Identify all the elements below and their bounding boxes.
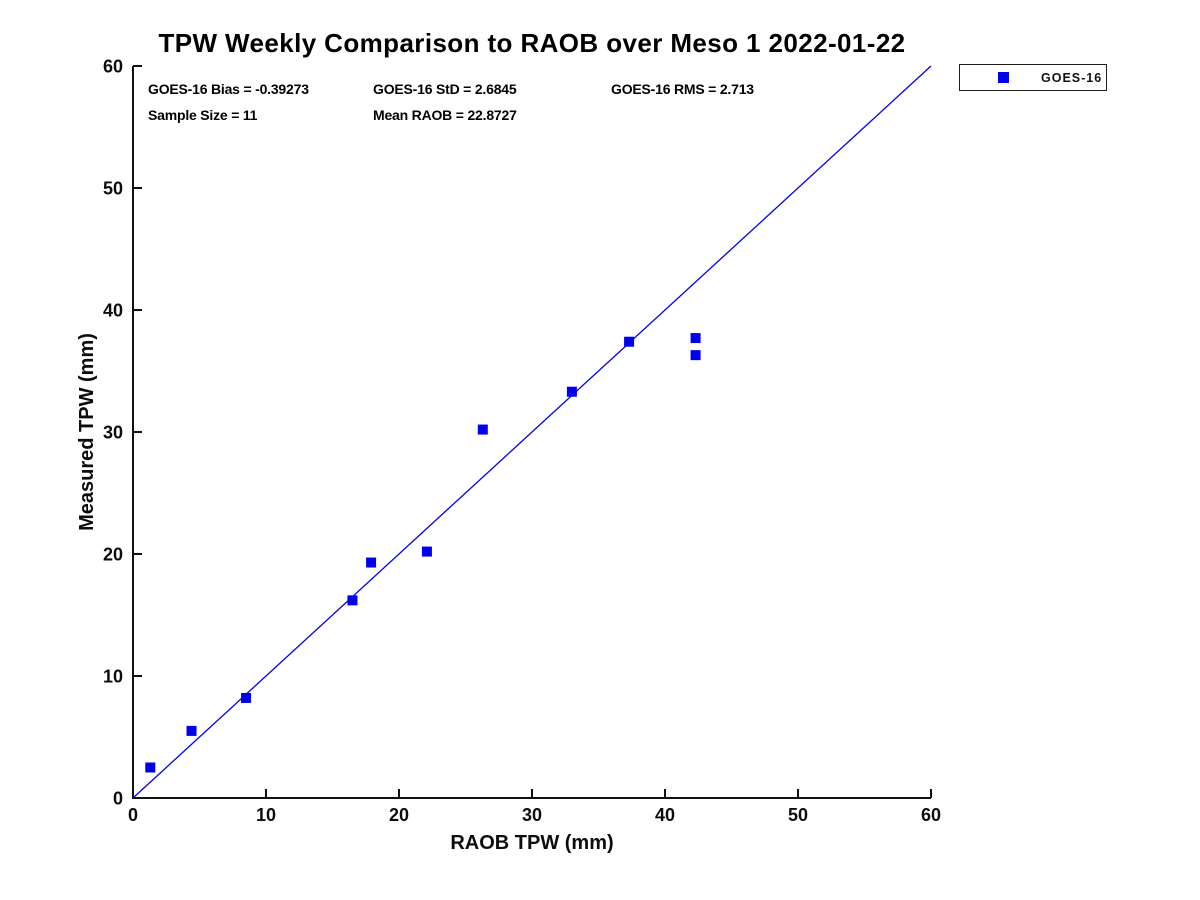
data-point (186, 725, 197, 736)
reference-line (132, 65, 932, 799)
y-tick-label: 0 (113, 789, 123, 809)
x-tick-label: 20 (389, 805, 409, 825)
data-point (624, 336, 635, 347)
data-point (145, 762, 156, 773)
x-tick-label: 50 (788, 805, 808, 825)
legend: GOES-16 (959, 64, 1107, 91)
x-tick-label: 40 (655, 805, 675, 825)
y-tick-label: 10 (103, 667, 123, 687)
stat-sample-size: Sample Size = 11 (148, 107, 258, 123)
y-tick-label: 20 (103, 545, 123, 565)
y-tick-label: 50 (103, 179, 123, 199)
stat-rms: GOES-16 RMS = 2.713 (611, 81, 754, 97)
data-point (690, 333, 701, 344)
x-axis-label: RAOB TPW (mm) (450, 832, 613, 854)
stat-mean-raob: Mean RAOB = 22.8727 (373, 107, 517, 123)
data-point (566, 386, 577, 397)
data-point (347, 595, 358, 606)
x-tick-label: 10 (256, 805, 276, 825)
y-tick-label: 30 (103, 423, 123, 443)
stat-bias: GOES-16 Bias = -0.39273 (148, 81, 309, 97)
data-point (477, 424, 488, 435)
legend-square-marker-icon (998, 72, 1009, 83)
y-tick-label: 40 (103, 301, 123, 321)
legend-series-label: GOES-16 (1041, 70, 1103, 85)
chart-title: TPW Weekly Comparison to RAOB over Meso … (158, 28, 906, 58)
y-tick-label: 60 (103, 57, 123, 77)
data-point (690, 350, 701, 361)
data-point (241, 692, 252, 703)
data-point (366, 557, 377, 568)
data-point (421, 546, 432, 557)
stat-std: GOES-16 StD = 2.6845 (373, 81, 517, 97)
x-tick-label: 30 (522, 805, 542, 825)
x-tick-label: 0 (128, 805, 138, 825)
x-tick-label: 60 (921, 805, 941, 825)
y-axis-label: Measured TPW (mm) (76, 333, 98, 531)
